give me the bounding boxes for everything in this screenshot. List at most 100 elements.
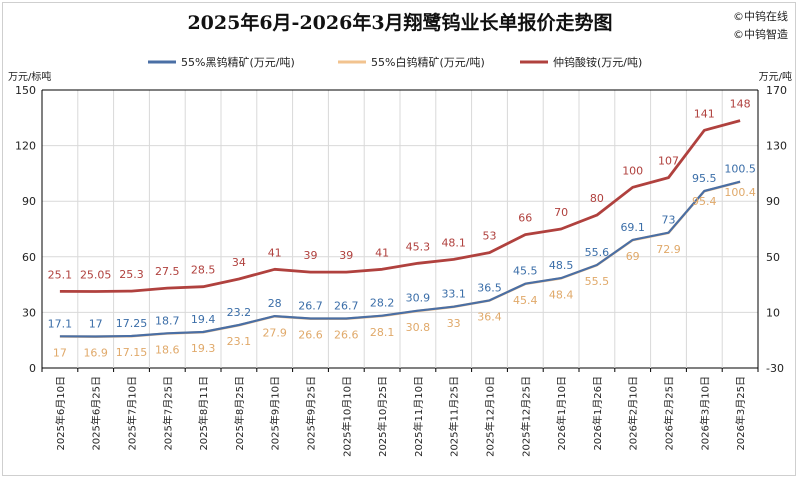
data-label: 107 xyxy=(658,155,679,168)
y-left-tick-label: 0 xyxy=(29,362,36,375)
data-label: 70 xyxy=(554,206,568,219)
data-label: 30.8 xyxy=(406,321,431,334)
data-label: 45.3 xyxy=(406,240,431,253)
y-right-tick-label: 50 xyxy=(766,251,780,264)
data-label: 17.15 xyxy=(116,346,148,359)
y-right-unit-label: 万元/吨 xyxy=(759,70,792,83)
data-label: 30.9 xyxy=(406,292,431,305)
legend-label-3: 仲钨酸铵(万元/吨) xyxy=(553,55,642,69)
data-label: 26.7 xyxy=(334,300,359,313)
x-tick-label: 2026年3月25日 xyxy=(734,376,747,451)
data-label: 100.5 xyxy=(724,163,756,176)
data-label: 25.05 xyxy=(80,268,112,281)
data-label: 17 xyxy=(89,317,103,330)
x-tick-label: 2025年12月10日 xyxy=(484,376,497,457)
data-label: 33 xyxy=(447,317,461,330)
y-right-tick-label: 130 xyxy=(766,140,787,153)
data-label: 69 xyxy=(626,250,640,263)
x-tick-label: 2025年8月11日 xyxy=(197,376,210,451)
x-tick-label: 2025年9月25日 xyxy=(305,376,318,451)
x-tick-label: 2025年7月25日 xyxy=(161,376,174,451)
y-left-tick-label: 150 xyxy=(15,84,36,97)
data-label: 41 xyxy=(268,246,282,259)
legend-label-2: 55%白钨精矿(万元/吨) xyxy=(371,55,485,69)
axis-layer: 0 30 60 90 120 150 -30 10 50 90 130 170 万元/标吨 万元/吨 202… xyxy=(8,70,792,457)
brand-label-1: ©中钨在线 xyxy=(733,10,788,23)
data-label-layer: 17.1 17 17.25 18.7 19.4 23.2 28 26.7 26.7 28.2 30.… xyxy=(48,98,756,360)
data-label: 28.2 xyxy=(370,297,395,310)
x-tick-label: 2025年6月25日 xyxy=(90,376,103,451)
data-label: 26.6 xyxy=(334,329,359,342)
x-tick-label: 2026年1月10日 xyxy=(555,376,568,451)
data-label: 34 xyxy=(232,256,246,269)
x-tick-label: 2026年2月25日 xyxy=(663,376,676,451)
series-layer xyxy=(59,119,741,339)
legend-label-1: 55%黑钨精矿(万元/吨) xyxy=(181,56,295,69)
y-left-tick-label: 30 xyxy=(22,306,36,319)
data-label: 33.1 xyxy=(441,288,466,301)
data-label: 48.5 xyxy=(549,259,574,272)
data-label: 100 xyxy=(622,164,643,177)
data-label: 45.4 xyxy=(513,294,538,307)
data-label: 95.5 xyxy=(692,172,717,185)
x-tick-label: 2025年9月10日 xyxy=(269,376,282,451)
y-left-tick-label: 120 xyxy=(15,140,36,153)
series-line-1 xyxy=(59,180,741,338)
data-label: 100.4 xyxy=(724,186,756,199)
x-tick-label: 2026年1月26日 xyxy=(591,376,604,451)
y-right-tick-label: 90 xyxy=(766,195,780,208)
x-tick-label: 2025年6月10日 xyxy=(54,376,67,451)
x-tick-label: 2025年11月25日 xyxy=(448,376,461,457)
data-label: 73 xyxy=(662,214,676,227)
x-tick-label: 2025年8月25日 xyxy=(233,376,246,451)
data-label: 55.6 xyxy=(585,246,610,259)
data-label: 39 xyxy=(304,249,318,262)
data-label: 80 xyxy=(590,192,604,205)
x-tick-label: 2025年10月25日 xyxy=(376,376,389,457)
series-line-3 xyxy=(59,119,741,293)
data-label: 141 xyxy=(694,107,715,120)
x-tick-label: 2025年10月10日 xyxy=(340,376,353,457)
data-label: 17 xyxy=(53,346,67,359)
data-label: 16.9 xyxy=(83,347,108,360)
x-tick-label: 2026年3月10日 xyxy=(698,376,711,451)
brand-label-2: ©中钨智造 xyxy=(733,28,788,41)
data-label: 23.1 xyxy=(227,335,252,348)
y-left-tick-label: 60 xyxy=(22,251,36,264)
x-tick-label: 2026年2月10日 xyxy=(627,376,640,451)
data-label: 148 xyxy=(730,98,751,111)
y-right-tick-label: 170 xyxy=(766,84,787,97)
x-tick-label: 2025年7月10日 xyxy=(126,376,139,451)
data-label: 95.4 xyxy=(692,195,717,208)
data-label: 55.5 xyxy=(585,275,610,288)
data-label: 28.1 xyxy=(370,326,395,339)
y-right-tick-label: -30 xyxy=(766,362,784,375)
data-label: 66 xyxy=(518,212,532,225)
data-label: 53 xyxy=(483,230,497,243)
data-label: 26.7 xyxy=(298,300,323,313)
data-label: 39 xyxy=(339,249,353,262)
data-label: 48.1 xyxy=(441,236,466,249)
y-left-tick-label: 90 xyxy=(22,195,36,208)
data-label: 28 xyxy=(268,297,282,310)
data-label: 36.5 xyxy=(477,281,502,294)
y-left-unit-label: 万元/标吨 xyxy=(8,70,51,83)
x-tick-label: 2025年11月10日 xyxy=(412,376,425,457)
data-label: 28.5 xyxy=(191,264,216,277)
chart-title: 2025年6月-2026年3月翔鹭钨业长单报价走势图 xyxy=(187,12,613,34)
data-label: 25.3 xyxy=(119,268,144,281)
legend: 55%黑钨精矿(万元/吨) 55%白钨精矿(万元/吨) 仲钨酸铵(万元/吨) xyxy=(148,55,642,69)
data-label: 25.1 xyxy=(48,268,73,281)
data-label: 36.4 xyxy=(477,311,502,324)
y-right-tick-label: 10 xyxy=(766,306,780,319)
data-label: 17.1 xyxy=(48,317,73,330)
data-label: 19.3 xyxy=(191,342,216,355)
data-label: 69.1 xyxy=(620,221,645,234)
x-tick-label: 2025年12月25日 xyxy=(519,376,532,457)
data-label: 17.25 xyxy=(116,317,148,330)
data-label: 45.5 xyxy=(513,265,538,278)
data-label: 41 xyxy=(375,246,389,259)
grid-layer xyxy=(41,89,759,369)
data-label: 72.9 xyxy=(656,243,681,256)
